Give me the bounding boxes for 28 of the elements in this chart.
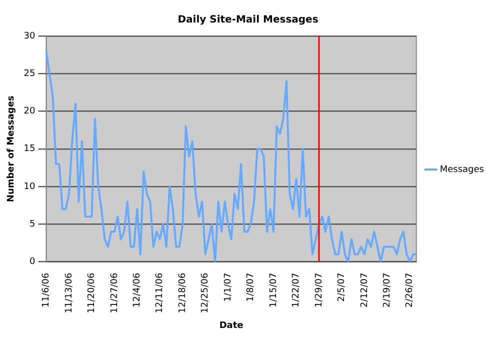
x-tick-label: 1/29/07 [314,272,324,308]
x-tick-label: 12/11/06 [155,272,166,314]
y-tick-label: 15 [24,144,36,154]
y-tick-label: 25 [24,68,36,79]
x-tick-label: 2/12/07 [360,272,370,308]
x-tick-label: 11/6/06 [42,272,52,308]
x-tick-label: 11/13/06 [64,272,74,314]
y-axis-title: Number of Messages [6,96,17,202]
x-tick-label: 1/8/07 [246,272,256,302]
y-tick-label: 30 [24,31,36,42]
x-tick-label: 2/19/07 [382,272,392,308]
y-tick-label: 0 [30,257,36,268]
y-tick-label: 5 [30,219,36,230]
x-tick-label: 1/22/07 [292,272,302,308]
x-axis-title: Date [219,320,244,331]
x-tick-label: 2/5/07 [337,272,348,302]
y-tick-label: 10 [24,182,36,192]
chart-title: Daily Site-Mail Messages [178,14,318,26]
x-tick-label: 2/26/07 [405,272,416,308]
x-tick-label: 1/15/07 [268,272,279,308]
y-tick-label: 20 [24,106,36,117]
x-tick-label: 12/18/06 [178,272,188,314]
x-tick-label: 1/1/07 [223,272,234,302]
x-tick-label: 12/4/06 [132,272,142,308]
x-tick-label: 12/25/06 [200,272,211,314]
x-tick-label: 11/27/06 [110,272,120,314]
x-tick-label: 11/20/06 [87,272,98,314]
legend-label: Messages [440,164,484,175]
